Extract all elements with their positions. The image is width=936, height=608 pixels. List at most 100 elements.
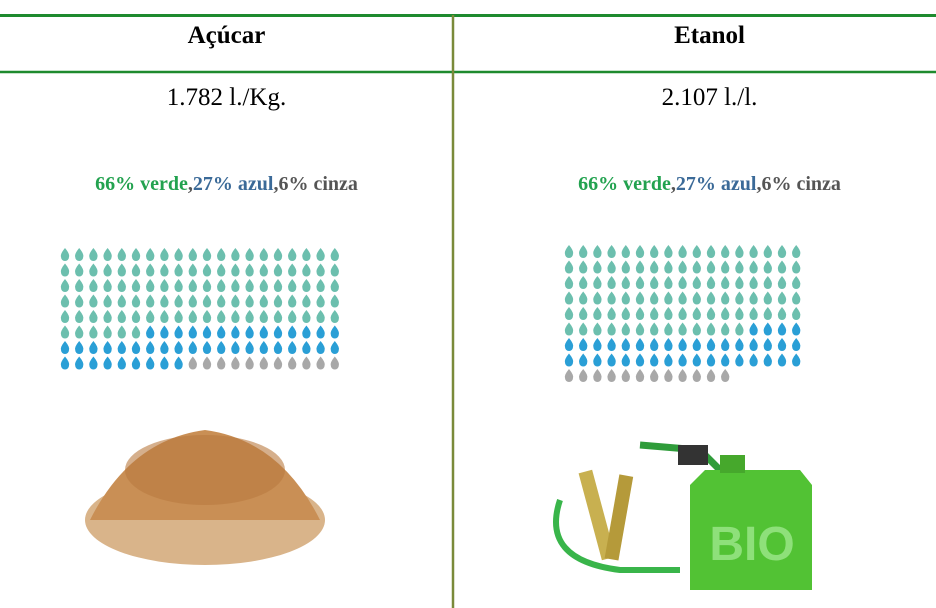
drop bbox=[103, 341, 112, 354]
drop bbox=[188, 310, 197, 323]
drop bbox=[664, 369, 673, 382]
drop bbox=[593, 353, 602, 367]
drop bbox=[174, 248, 183, 261]
drop bbox=[650, 322, 659, 336]
drop bbox=[763, 245, 772, 258]
drop bbox=[721, 353, 730, 367]
drop bbox=[89, 263, 98, 277]
drop bbox=[678, 260, 687, 274]
drop bbox=[217, 248, 226, 261]
share: 6% cinza bbox=[278, 173, 358, 195]
drop bbox=[593, 369, 602, 382]
drop bbox=[231, 279, 240, 292]
drop bbox=[273, 310, 283, 323]
drop bbox=[749, 245, 758, 258]
drop bbox=[792, 307, 801, 320]
drop bbox=[302, 325, 311, 339]
drop bbox=[721, 291, 730, 305]
drop bbox=[160, 279, 169, 292]
drop bbox=[635, 338, 645, 351]
drop bbox=[60, 310, 70, 323]
drop bbox=[259, 325, 268, 339]
drop bbox=[259, 279, 268, 292]
drop bbox=[60, 248, 70, 261]
drop bbox=[245, 341, 254, 354]
drop bbox=[117, 356, 126, 370]
drop bbox=[188, 341, 197, 354]
drop bbox=[146, 248, 155, 261]
drop bbox=[635, 307, 645, 320]
drop bbox=[650, 291, 659, 305]
drop bbox=[664, 291, 673, 305]
drop bbox=[117, 325, 126, 339]
drop bbox=[288, 279, 297, 292]
drop bbox=[621, 276, 630, 289]
drop bbox=[160, 310, 169, 323]
drop bbox=[131, 341, 141, 354]
drop bbox=[635, 245, 645, 258]
drop bbox=[288, 310, 297, 323]
drop bbox=[273, 279, 283, 292]
drop bbox=[103, 310, 112, 323]
drop bbox=[117, 294, 126, 308]
drop bbox=[635, 291, 645, 305]
drop bbox=[231, 310, 240, 323]
drop bbox=[607, 338, 616, 351]
drop bbox=[678, 369, 687, 382]
drop bbox=[188, 263, 197, 277]
drop bbox=[288, 263, 297, 277]
drop bbox=[302, 279, 311, 292]
drop bbox=[245, 310, 254, 323]
drop bbox=[706, 369, 716, 382]
drop bbox=[792, 260, 801, 274]
drop bbox=[678, 291, 687, 305]
drop bbox=[160, 294, 169, 308]
drop bbox=[146, 356, 155, 370]
column-title: Etanol bbox=[674, 22, 745, 49]
drop-grids bbox=[60, 245, 801, 382]
drop bbox=[607, 353, 616, 367]
share: 6% cinza bbox=[761, 173, 841, 195]
drop bbox=[593, 322, 602, 336]
drop bbox=[777, 353, 787, 367]
drop bbox=[330, 248, 339, 261]
drop bbox=[735, 322, 744, 336]
drop bbox=[160, 325, 169, 339]
drop bbox=[316, 248, 325, 261]
drop bbox=[678, 307, 687, 320]
drop bbox=[721, 369, 730, 382]
drop bbox=[89, 294, 98, 308]
drop bbox=[621, 322, 630, 336]
drop bbox=[131, 294, 141, 308]
drop bbox=[316, 263, 325, 277]
drop bbox=[678, 276, 687, 289]
drop bbox=[635, 353, 645, 367]
drop bbox=[564, 353, 574, 367]
drop bbox=[721, 322, 730, 336]
drop bbox=[202, 279, 212, 292]
drop bbox=[792, 291, 801, 305]
drop bbox=[564, 260, 574, 274]
drop bbox=[721, 276, 730, 289]
drop bbox=[607, 291, 616, 305]
drop bbox=[621, 307, 630, 320]
drop bbox=[650, 245, 659, 258]
drop bbox=[692, 369, 701, 382]
drop bbox=[245, 263, 254, 277]
drop bbox=[735, 260, 744, 274]
drop bbox=[664, 353, 673, 367]
drop bbox=[217, 294, 226, 308]
drop bbox=[664, 260, 673, 274]
drop bbox=[749, 291, 758, 305]
drop bbox=[160, 341, 169, 354]
drop bbox=[217, 341, 226, 354]
drop bbox=[650, 307, 659, 320]
bio-label: BIO bbox=[709, 518, 794, 571]
drop bbox=[706, 276, 716, 289]
drop bbox=[245, 248, 254, 261]
drop bbox=[316, 341, 325, 354]
drop bbox=[650, 276, 659, 289]
drop bbox=[706, 260, 716, 274]
drop bbox=[202, 294, 212, 308]
drop bbox=[259, 294, 268, 308]
